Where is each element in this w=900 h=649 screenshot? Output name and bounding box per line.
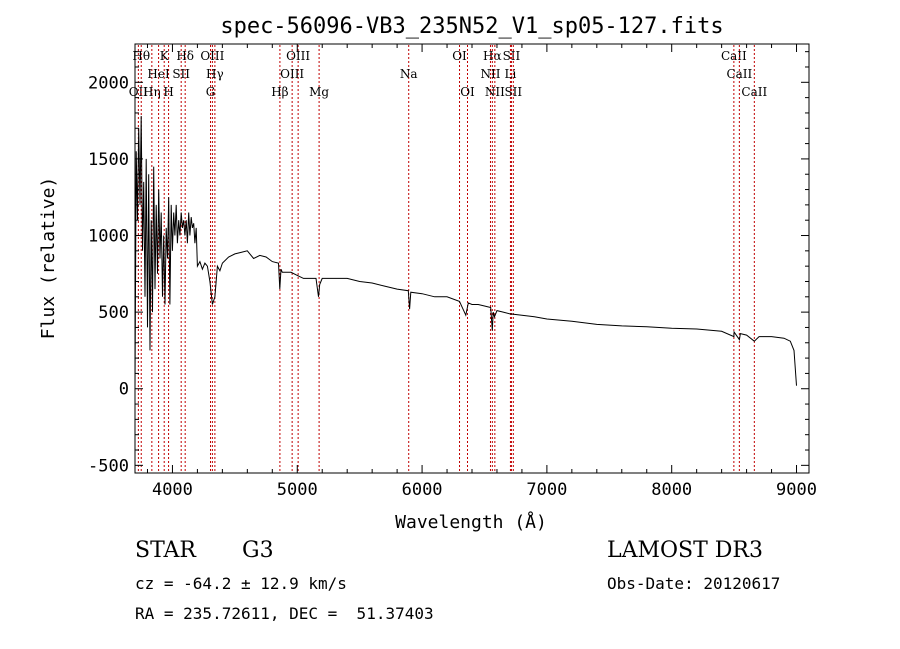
plot-frame [134, 43, 810, 474]
spectral-line-label: NII [485, 85, 505, 99]
chart-title: spec-56096-VB3_235N52_V1_sp05-127.fits [220, 14, 723, 39]
x-tick-label: 4000 [152, 480, 193, 500]
x-tick-label: 9000 [776, 480, 817, 500]
redshift-velocity: cz = -64.2 ± 12.9 km/s [135, 574, 347, 593]
spectral-line-markers: OII Hθ Hη HeI K H SII Hδ OIII Hγ G Hβ OIII OIII Mg Na OI… [129, 45, 767, 472]
object-class: STAR [135, 538, 196, 563]
spectral-line-label: Mg [309, 85, 329, 99]
object-subclass: G3 [242, 538, 274, 563]
spectral-line-label: Hδ [176, 49, 194, 63]
y-tick-label: 500 [98, 303, 129, 323]
survey-name: LAMOST DR3 [607, 538, 763, 563]
y-tick-label: 1500 [88, 150, 129, 170]
spectral-line-label: Li [505, 67, 517, 81]
x-tick-label: 6000 [402, 480, 443, 500]
flux-series-line [134, 115, 797, 389]
spectral-line-label: OI [460, 85, 475, 99]
spectral-line-label: SII [172, 67, 190, 81]
spectral-line-label: CaII [726, 67, 752, 81]
spectral-line-label: Hγ [206, 67, 224, 81]
spectral-line-label: SII [504, 85, 522, 99]
x-tick-label: 7000 [526, 480, 567, 500]
spectral-line-label: Hα [483, 49, 502, 63]
y-tick-label: 1000 [88, 227, 129, 247]
spectral-line-label: H [163, 85, 173, 99]
spectral-line-label: Hθ [132, 49, 150, 63]
spectral-line-label: HeI [147, 67, 170, 81]
spectral-line-label: K [160, 49, 170, 63]
y-tick-label: 2000 [88, 73, 129, 93]
x-tick-label: 8000 [651, 480, 692, 500]
y-tick-label: 0 [119, 380, 129, 400]
spectral-line-label: CaII [721, 49, 747, 63]
y-tick-label: -500 [88, 456, 129, 476]
spectral-line-label: Hη [143, 85, 161, 99]
spectral-line-label: Hβ [271, 85, 288, 99]
spectral-line-label: CaII [741, 85, 767, 99]
spectral-line-label: OIII [200, 49, 224, 63]
spectral-line-label: OI [452, 49, 467, 63]
spectral-line-label: OIII [286, 49, 310, 63]
y-axis-label: Flux (relative) [38, 177, 59, 340]
x-tick-label: 5000 [277, 480, 318, 500]
observation-date: Obs-Date: 20120617 [607, 574, 781, 593]
ra-dec-coordinates: RA = 235.72611, DEC = 51.37403 [135, 604, 434, 623]
spectral-line-label: NII [480, 67, 500, 81]
spectral-line-label: G [206, 85, 216, 99]
spectral-line-label: OII [129, 85, 149, 99]
spectral-line-label: SII [503, 49, 521, 63]
spectral-line-label: Na [400, 67, 418, 81]
axis-ticks: 4000 5000 6000 7000 8000 9000 -500 0 500 1000 1500… [88, 44, 817, 500]
x-axis-label: Wavelength (Å) [395, 511, 547, 533]
spectral-line-label: OIII [280, 67, 304, 81]
